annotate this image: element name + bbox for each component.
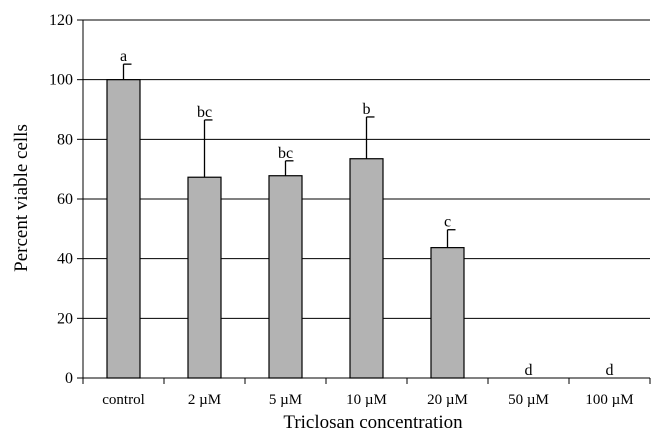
x-tick-label: 50 µM: [508, 392, 549, 408]
bar: [268, 175, 303, 379]
y-tick-label: 20: [57, 310, 73, 327]
significance-label: d: [525, 362, 533, 379]
x-tick-label: 20 µM: [427, 392, 468, 408]
significance-label: a: [120, 48, 127, 65]
y-tick-label: 120: [49, 12, 73, 29]
x-tick-label: 5 µM: [269, 392, 302, 408]
significance-label: b: [363, 101, 371, 118]
significance-label: d: [606, 362, 614, 379]
y-tick-label: 40: [57, 251, 73, 268]
bar: [187, 176, 222, 379]
x-tick-label: 10 µM: [346, 392, 387, 408]
bar: [430, 247, 465, 379]
y-axis-title: Percent viable cells: [11, 124, 32, 272]
x-tick-label: 100 µM: [585, 392, 633, 408]
significance-label: bc: [278, 145, 293, 162]
bar: [106, 79, 141, 379]
significance-label: c: [444, 214, 451, 231]
bars: [106, 63, 465, 379]
x-tick-label: control: [102, 392, 145, 408]
y-tick-label: 80: [57, 131, 73, 148]
y-tick-label: 100: [49, 72, 73, 89]
significance-label: bc: [197, 104, 212, 121]
labels: a control bc 2 µM bc 5 µM b 10 µM c 20 µM d 50 µM d 1…: [102, 48, 633, 408]
x-tick-label: 2 µM: [188, 392, 221, 408]
x-axis-title: Triclosan concentration: [283, 412, 463, 433]
y-tick-label: 0: [65, 370, 73, 387]
bar: [349, 158, 384, 379]
y-tick-label: 60: [57, 191, 73, 208]
